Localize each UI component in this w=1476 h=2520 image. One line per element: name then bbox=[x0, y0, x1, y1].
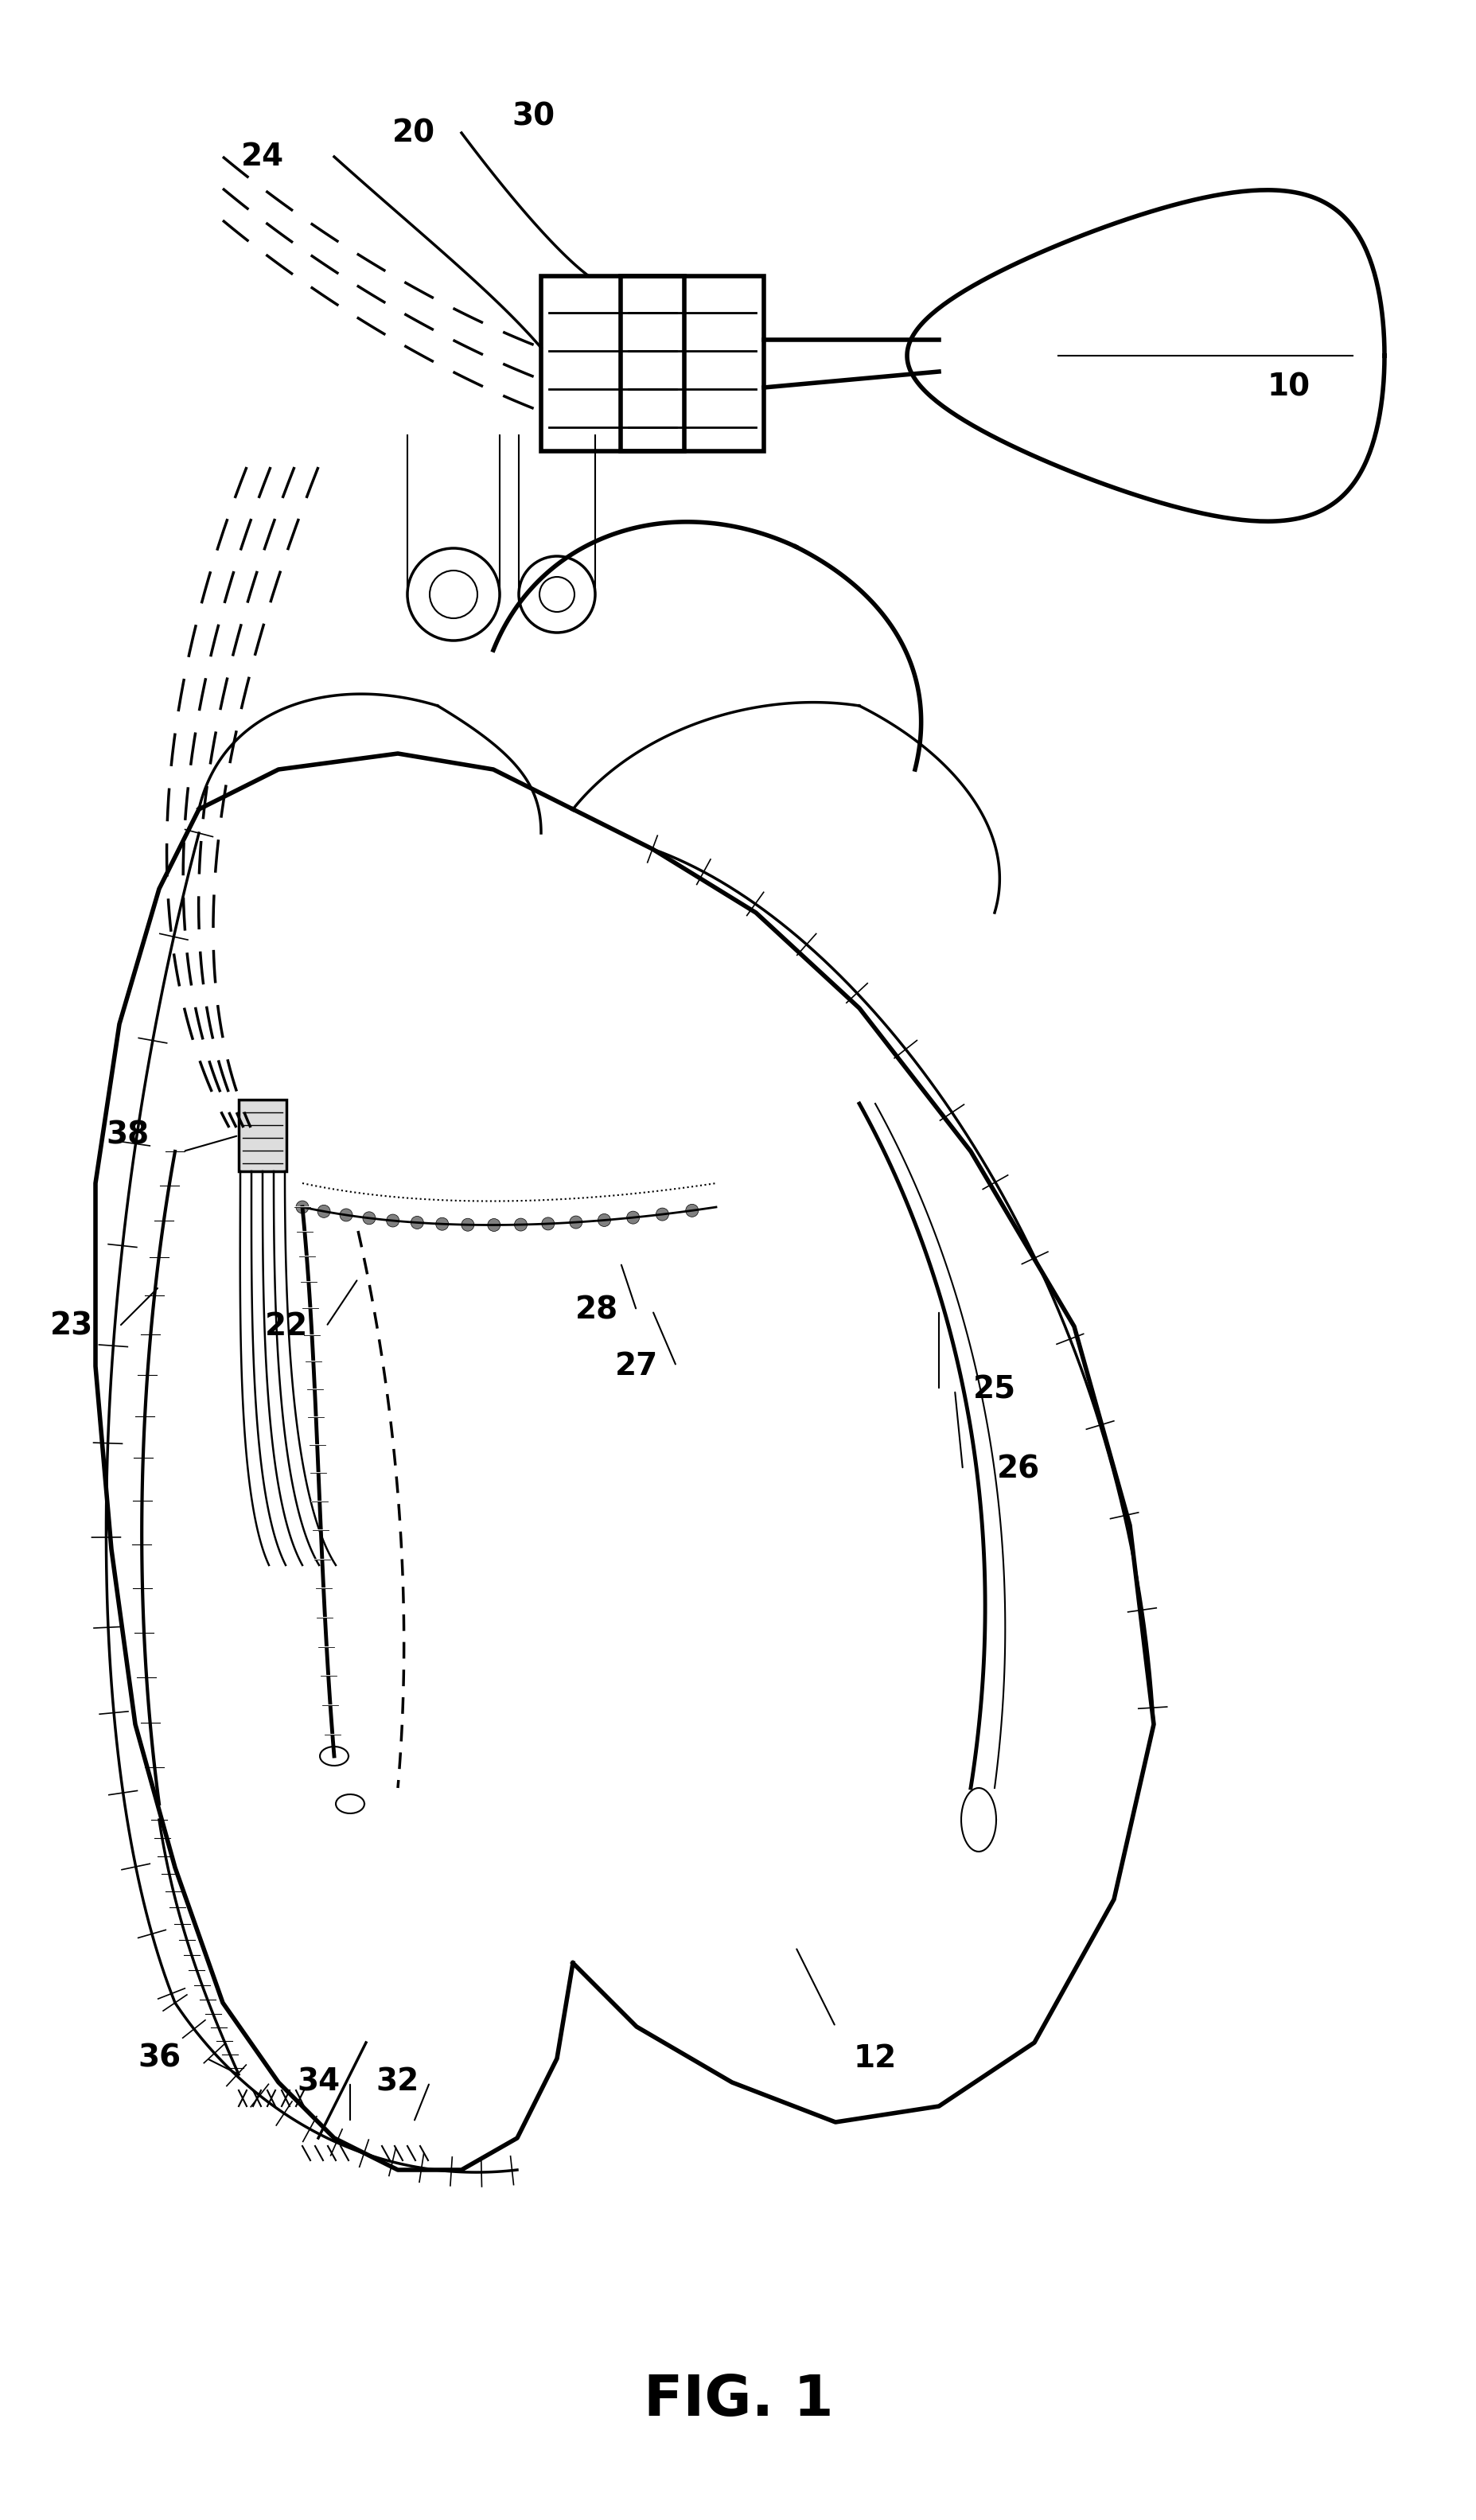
Circle shape bbox=[542, 1217, 554, 1230]
Text: 12: 12 bbox=[853, 2044, 896, 2074]
Text: 36: 36 bbox=[137, 2044, 180, 2074]
Circle shape bbox=[317, 1205, 331, 1217]
Text: 30: 30 bbox=[511, 101, 555, 131]
Circle shape bbox=[598, 1215, 610, 1227]
Text: 23: 23 bbox=[50, 1310, 93, 1341]
Circle shape bbox=[655, 1207, 669, 1220]
Bar bbox=[620, 277, 763, 451]
Text: 25: 25 bbox=[973, 1376, 1015, 1406]
Text: 20: 20 bbox=[393, 118, 435, 149]
Text: FIG. 1: FIG. 1 bbox=[644, 2374, 832, 2429]
Circle shape bbox=[514, 1217, 527, 1230]
Circle shape bbox=[387, 1215, 399, 1227]
Text: 10: 10 bbox=[1266, 373, 1309, 403]
Bar bbox=[540, 277, 683, 451]
Circle shape bbox=[570, 1215, 582, 1230]
Text: 32: 32 bbox=[376, 2066, 419, 2097]
Circle shape bbox=[461, 1217, 474, 1232]
Circle shape bbox=[626, 1212, 639, 1225]
Circle shape bbox=[339, 1210, 353, 1222]
Bar bbox=[239, 1099, 286, 1172]
Circle shape bbox=[363, 1212, 375, 1225]
Circle shape bbox=[295, 1200, 308, 1215]
Polygon shape bbox=[961, 1789, 996, 1852]
Text: 28: 28 bbox=[576, 1295, 618, 1326]
Text: 22: 22 bbox=[264, 1310, 308, 1341]
Circle shape bbox=[685, 1205, 698, 1217]
Text: 24: 24 bbox=[241, 141, 283, 171]
Text: 26: 26 bbox=[996, 1454, 1039, 1484]
Text: 34: 34 bbox=[297, 2066, 339, 2097]
Circle shape bbox=[487, 1220, 500, 1232]
Circle shape bbox=[410, 1217, 424, 1230]
Text: 27: 27 bbox=[614, 1351, 658, 1381]
Circle shape bbox=[435, 1217, 449, 1230]
Text: 38: 38 bbox=[106, 1121, 149, 1152]
